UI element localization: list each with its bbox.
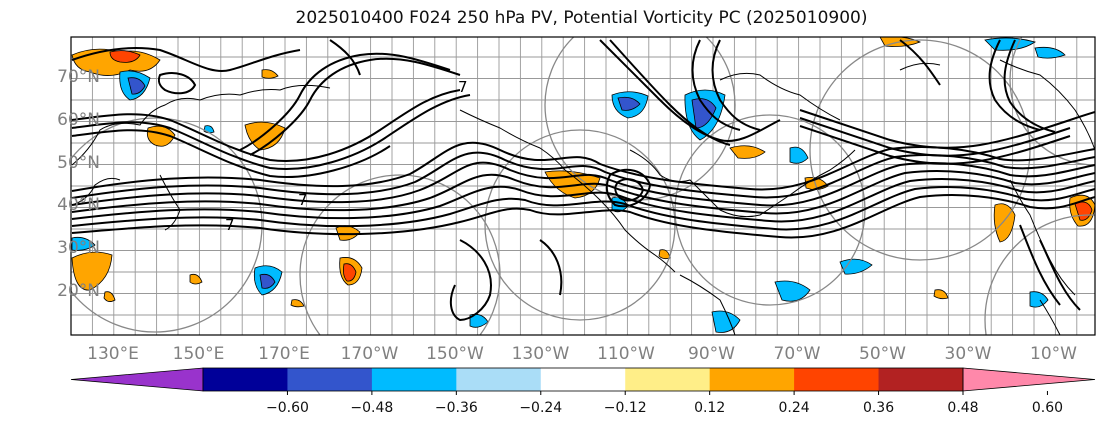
pv-negative-anomalies [71, 37, 1066, 333]
longitude-label: 30°W [944, 344, 992, 364]
colorbar-segment [456, 368, 542, 391]
colorbar-segment [794, 368, 880, 391]
colorbar-tick-label: −0.36 [434, 400, 478, 416]
longitude-label: 130°W [511, 344, 570, 364]
longitude-label: 70°W [773, 344, 821, 364]
longitude-label: 50°W [859, 344, 906, 364]
latitude-label: 50°N [57, 153, 100, 173]
longitude-label: 170°E [258, 344, 310, 364]
colorbar-tick-label: 0.24 [778, 400, 810, 416]
colorbar-tick-label: −0.48 [350, 400, 394, 416]
chart-title: 2025010400 F024 250 hPa PV, Potential Vo… [295, 8, 868, 28]
colorbar-segment [371, 368, 457, 391]
longitude-label: 130°E [87, 344, 139, 364]
colorbar-tick-label: 0.36 [862, 400, 895, 416]
contour-label: 7 [298, 191, 308, 209]
colorbar-segment [287, 368, 373, 391]
plot-frame [70, 36, 1096, 336]
colorbar-tick-label: −0.60 [265, 400, 309, 416]
latitude-label: 20°N [57, 281, 100, 301]
contour-labels: 7 7 7 [225, 78, 468, 234]
colorbar-extend-low [70, 367, 204, 392]
colorbar-tick-label: −0.24 [519, 400, 563, 416]
longitude-label: 150°W [426, 344, 484, 364]
longitude-label: 150°E [172, 344, 225, 364]
colorbar-tick-label: 0.60 [1031, 400, 1064, 416]
contour-label: 7 [225, 216, 235, 234]
latitude-label: 40°N [57, 195, 100, 215]
colorbar-segment [709, 368, 795, 391]
latitude-label: 70°N [57, 67, 100, 87]
colorbar-segment [625, 368, 711, 391]
colorbar-segment [878, 368, 964, 391]
longitude-label: 90°W [688, 344, 735, 364]
colorbar-tick-label: 0.12 [694, 400, 726, 416]
longitude-label: 170°W [340, 344, 399, 364]
colorbar-extend-high [962, 367, 1096, 392]
contour-label: 7 [458, 78, 468, 96]
latitude-label: 30°N [57, 238, 100, 258]
longitude-label: 10°W [1030, 344, 1077, 364]
pv-contours [71, 39, 1095, 322]
colorbar-segment [203, 368, 288, 391]
colorbar-segment [540, 368, 626, 391]
colorbar [70, 367, 1096, 395]
latitude-label: 60°N [57, 110, 100, 130]
longitude-label: 110°W [597, 344, 655, 364]
colorbar-tick-label: −0.12 [603, 400, 647, 416]
colorbar-tick-label: 0.48 [947, 400, 979, 416]
